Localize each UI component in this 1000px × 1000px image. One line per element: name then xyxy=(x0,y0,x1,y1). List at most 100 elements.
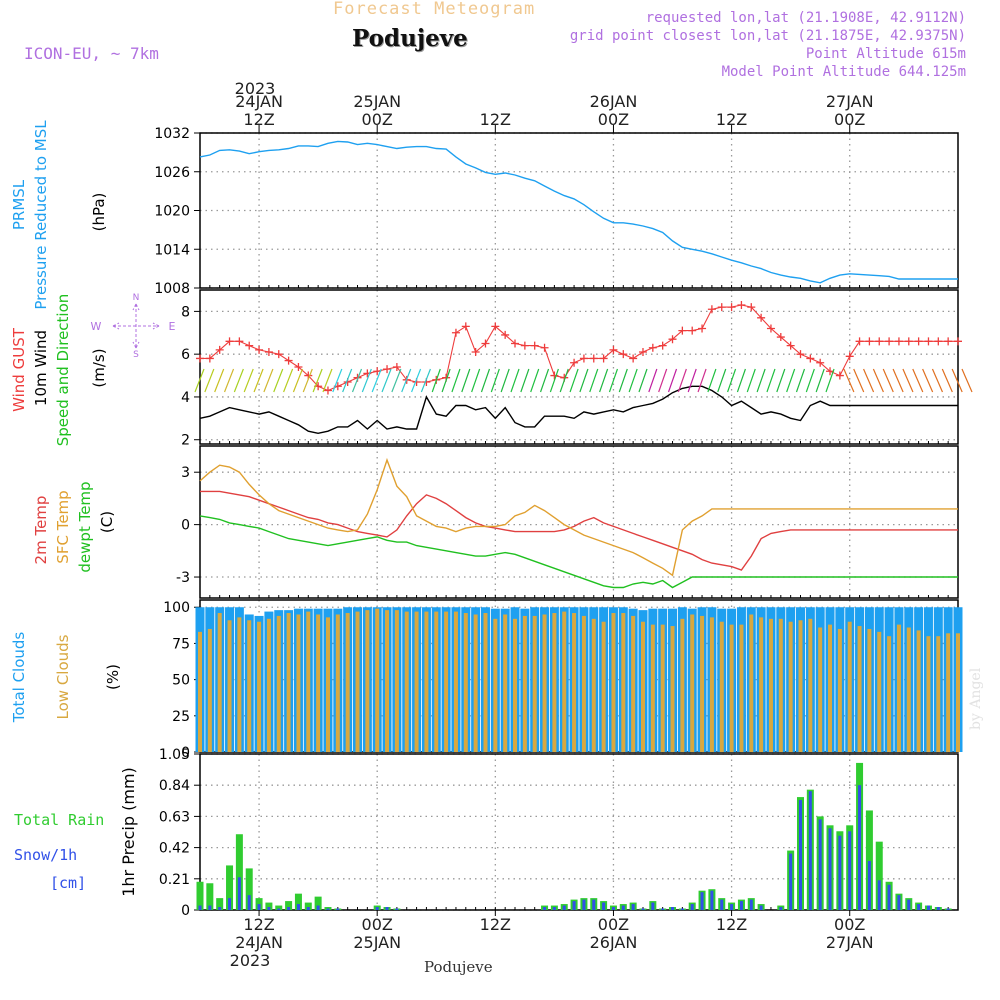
low-cloud-bar xyxy=(513,618,518,752)
snow-bar xyxy=(887,884,891,910)
gust-marker xyxy=(461,322,470,331)
compass-n: N xyxy=(133,293,140,303)
snow-bar xyxy=(690,904,694,910)
gust-marker xyxy=(599,354,608,363)
gust-marker xyxy=(323,386,332,395)
low-cloud-bar xyxy=(621,613,626,752)
y-tick-label: 75 xyxy=(172,636,190,652)
snow-bar xyxy=(208,905,212,910)
low-cloud-bar xyxy=(532,615,537,752)
gust-marker xyxy=(727,303,736,312)
point-altitude: Point Altitude 615m xyxy=(805,46,966,62)
top-time-label: 24JAN xyxy=(235,92,283,111)
wind-direction-arrow xyxy=(451,368,461,393)
bottom-time-label: 12Z xyxy=(716,915,747,934)
sfc-temp-label: SFC Temp xyxy=(54,490,72,563)
wind-direction-arrow xyxy=(697,368,707,393)
gust-marker xyxy=(294,363,303,371)
snow-bar xyxy=(287,907,291,910)
low-cloud-bar xyxy=(719,621,724,752)
snow-bar xyxy=(375,907,379,910)
low-cloud-bar xyxy=(247,620,252,752)
panel-frame-precip xyxy=(199,753,959,911)
snow-bar xyxy=(198,905,202,910)
gust-marker xyxy=(579,354,588,363)
y-tick-label: 3 xyxy=(181,465,190,481)
rain-bar xyxy=(875,841,883,910)
snow-bar xyxy=(572,901,576,910)
wind-direction-arrow xyxy=(214,368,225,393)
y-tick-label: 6 xyxy=(181,347,190,363)
location-title: Podujeve xyxy=(352,25,468,52)
gust-marker xyxy=(806,354,815,363)
gust-marker xyxy=(196,354,204,363)
compass-w: W xyxy=(91,320,102,333)
sfc-temp-line xyxy=(199,457,958,577)
rain-bar xyxy=(294,893,302,910)
low-cloud-bar xyxy=(404,611,409,752)
wind-direction-arrow xyxy=(480,368,491,393)
low-cloud-bar xyxy=(286,613,291,752)
gust-marker xyxy=(481,339,490,348)
y-tick-label: 1032 xyxy=(154,126,190,142)
wind-direction-arrow xyxy=(530,368,540,393)
snow-bar xyxy=(828,828,832,910)
snow-bar xyxy=(306,907,310,910)
low-cloud-bar xyxy=(325,617,330,752)
wind-direction-arrow xyxy=(815,368,825,393)
gust-marker xyxy=(629,354,638,363)
gust-marker xyxy=(392,363,401,371)
snow-label: Snow/1h xyxy=(14,846,77,864)
low-cloud-bar xyxy=(414,611,419,752)
gust-marker xyxy=(707,305,716,314)
wind-direction-arrow xyxy=(243,368,254,393)
low-cloud-bar xyxy=(768,618,773,752)
gust-marker xyxy=(934,337,943,346)
gust-marker xyxy=(698,324,707,333)
low-cloud-bar xyxy=(867,628,872,752)
snow-bar xyxy=(798,800,802,910)
snow-bar xyxy=(336,908,340,910)
gust-marker xyxy=(885,337,894,346)
low-cloud-bar xyxy=(385,610,390,752)
low-cloud-bar xyxy=(591,618,596,752)
snow-bar xyxy=(621,905,625,910)
dewpt-temp-label: dewpt Temp xyxy=(76,481,94,572)
total-clouds-label: Total Clouds xyxy=(10,632,28,724)
gust-marker xyxy=(845,352,854,361)
rain-bar xyxy=(235,834,243,910)
wind-direction-arrow xyxy=(608,368,619,393)
low-cloud-bar xyxy=(503,614,508,752)
gust-marker xyxy=(284,356,293,365)
wind-direction-arrow xyxy=(912,368,924,393)
snow-bar xyxy=(562,905,566,910)
grid-point-coords: grid point closest lon,lat (21.1875E, 42… xyxy=(569,28,966,44)
snow-bar xyxy=(936,907,940,910)
gust-marker xyxy=(619,350,628,359)
wind-direction-arrow xyxy=(342,368,353,393)
gust-marker xyxy=(205,354,214,363)
wind-direction-arrow xyxy=(579,368,589,393)
bottom-time-label: 00Z xyxy=(362,915,393,934)
top-time-label: 12Z xyxy=(243,110,274,129)
wind-direction-arrow xyxy=(677,368,687,393)
wind-direction-arrow xyxy=(569,368,579,393)
rain-bar xyxy=(285,901,293,910)
gust-marker xyxy=(550,371,559,380)
low-cloud-bar xyxy=(749,614,754,752)
snow-bar xyxy=(296,904,300,910)
bottom-time-label: 25JAN xyxy=(353,933,401,952)
rain-bar xyxy=(304,902,312,910)
compass-e: E xyxy=(169,320,176,333)
snow-bar xyxy=(946,908,950,910)
gust-marker xyxy=(865,337,874,346)
gust-marker xyxy=(225,337,234,346)
gust-marker xyxy=(264,348,273,357)
wind-direction-arrow xyxy=(263,368,274,393)
gust-marker xyxy=(501,330,510,339)
wind-direction-arrow xyxy=(441,368,451,393)
temp-unit-label: (C) xyxy=(98,511,116,533)
wind-speed-line xyxy=(199,385,958,435)
wind-direction-arrow xyxy=(253,368,264,393)
bottom-time-label: 00Z xyxy=(598,915,629,934)
